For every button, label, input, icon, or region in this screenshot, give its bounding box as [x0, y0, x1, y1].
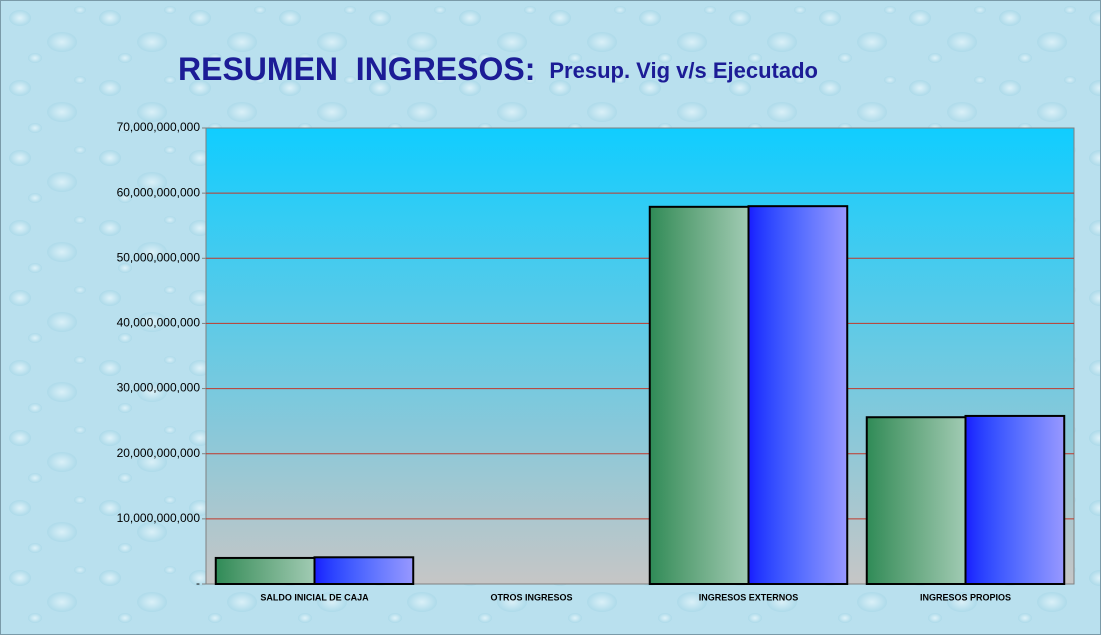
chart-title-group: RESUMEN INGRESOS: Presup. Vig v/s Ejecuta…: [178, 51, 818, 87]
bar: [648, 205, 750, 586]
y-tick-label: 10,000,000,000: [117, 511, 201, 525]
bar: [214, 556, 316, 586]
x-tick-label: SALDO INICIAL DE CAJA: [260, 592, 369, 602]
x-tick-label: INGRESOS EXTERNOS: [699, 592, 799, 602]
y-tick-label: 30,000,000,000: [117, 381, 201, 395]
y-tick-label: 70,000,000,000: [117, 120, 201, 134]
x-tick-label: OTROS INGRESOS: [490, 592, 572, 602]
bar: [865, 416, 967, 585]
bar: [964, 414, 1066, 585]
bar: [313, 556, 415, 586]
x-tick-label: INGRESOS PROPIOS: [920, 592, 1011, 602]
y-tick-label: 40,000,000,000: [117, 316, 201, 330]
y-tick-label: 20,000,000,000: [117, 446, 201, 460]
bar: [747, 205, 849, 586]
chart-subtitle: Presup. Vig v/s Ejecutado: [549, 58, 818, 83]
y-tick-label: 50,000,000,000: [117, 250, 201, 264]
chart-title: RESUMEN INGRESOS:: [178, 51, 535, 87]
y-tick-label: -: [196, 576, 200, 590]
y-tick-label: 60,000,000,000: [117, 185, 201, 199]
